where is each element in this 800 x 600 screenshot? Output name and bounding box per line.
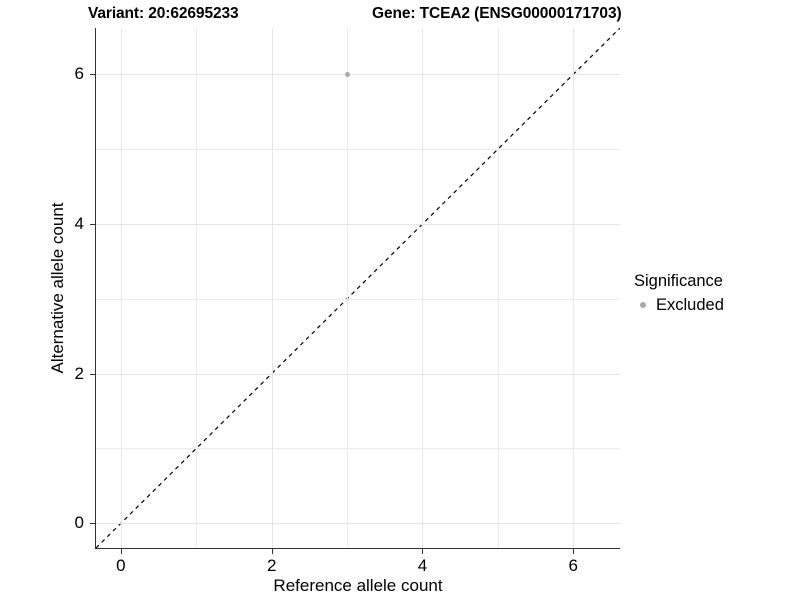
data-point[interactable] (344, 71, 350, 77)
gridline-vertical-major (422, 28, 424, 548)
gridline-horizontal-major (96, 74, 620, 76)
y-tick-label: 6 (74, 64, 84, 84)
gridline-vertical-minor (347, 28, 349, 548)
x-tick-label: 4 (417, 556, 428, 575)
gridline-vertical-minor (196, 28, 198, 548)
gridline-horizontal-major (96, 523, 620, 525)
x-tick-label: 0 (116, 556, 126, 575)
plot-panel (96, 28, 620, 548)
y-axis-title: Alternative allele count (48, 202, 67, 374)
legend-entries: Excluded (634, 294, 794, 316)
y-tick (90, 523, 95, 525)
y-tick (90, 74, 95, 76)
gridline-horizontal-major (96, 224, 620, 226)
gridline-horizontal-minor (96, 149, 620, 151)
y-tick-label: 0 (74, 513, 84, 533)
identity-reference-line (96, 28, 620, 548)
variant-title: Variant: 20:62695233 (88, 5, 239, 22)
gridline-vertical-minor (497, 28, 499, 548)
x-axis-line (95, 548, 620, 550)
legend: Significance Excluded (634, 272, 794, 316)
gene-title: Gene: TCEA2 (ENSG00000171703) (372, 5, 622, 22)
x-tick (422, 549, 424, 554)
legend-item-label: Excluded (656, 295, 724, 314)
legend-point-icon (634, 296, 652, 314)
gridline-horizontal-major (96, 373, 620, 375)
x-tick (120, 549, 122, 554)
gridline-horizontal-minor (96, 448, 620, 450)
legend-title: Significance (634, 272, 723, 290)
x-tick-label: 2 (266, 556, 277, 575)
legend-item[interactable]: Excluded (634, 294, 794, 316)
x-axis-title: Reference allele count (273, 576, 443, 595)
gridline-vertical-major (573, 28, 575, 548)
x-tick-label: 6 (568, 556, 578, 575)
x-tick (271, 549, 273, 554)
x-tick (573, 549, 575, 554)
y-axis-line (95, 28, 97, 548)
gridline-vertical-major (271, 28, 273, 548)
gridline-vertical-major (120, 28, 122, 548)
y-tick-label: 2 (74, 363, 84, 383)
y-tick (90, 224, 95, 226)
y-tick-label: 4 (74, 214, 84, 234)
gridline-horizontal-minor (96, 298, 620, 300)
chart-title-row: Variant: 20:62695233 Gene: TCEA2 (ENSG00… (0, 2, 800, 28)
y-tick (90, 373, 95, 375)
